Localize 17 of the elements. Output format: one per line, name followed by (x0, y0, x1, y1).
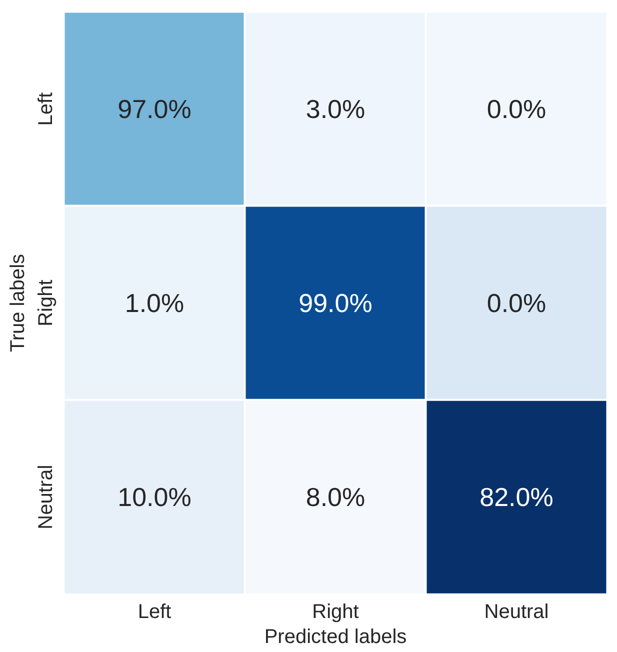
data-label: 82.0% (480, 482, 554, 512)
y-axis-title: True labels (7, 254, 29, 352)
data-label: 97.0% (118, 94, 192, 124)
data-label: 10.0% (118, 482, 192, 512)
data-label: 3.0% (306, 94, 366, 124)
x-axis-title: Predicted labels (264, 626, 407, 648)
x-tick-label: Right (312, 601, 360, 624)
y-tick-label: Left (35, 92, 57, 126)
y-tick-label: Neutral (35, 464, 57, 530)
data-label: 1.0% (124, 288, 184, 318)
y-tick-label: Right (35, 279, 57, 326)
x-tick-label: Left (138, 601, 172, 624)
x-tick-label: Neutral (484, 601, 549, 624)
data-label: 0.0% (486, 288, 546, 318)
data-label: 99.0% (298, 288, 372, 318)
data-label: 0.0% (486, 94, 546, 124)
data-label: 8.0% (306, 482, 366, 512)
